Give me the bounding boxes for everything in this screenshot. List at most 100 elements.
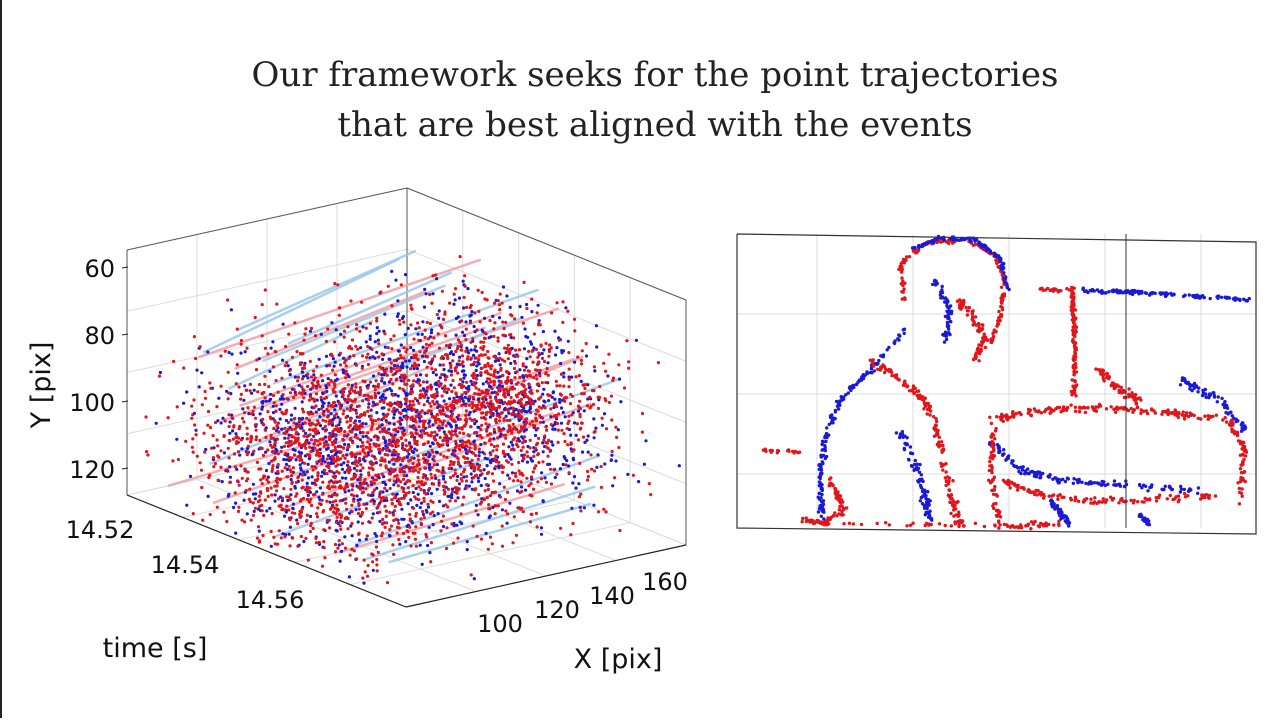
projection-point [939, 240, 943, 244]
negative-event-point [409, 356, 414, 360]
projection-point [917, 470, 922, 474]
negative-event-point [509, 335, 513, 340]
negative-event-point [229, 308, 233, 312]
positive-event-point [316, 506, 320, 510]
negative-event-point [448, 422, 452, 426]
projection-point [913, 245, 917, 250]
negative-event-point [250, 391, 254, 395]
negative-event-point [567, 464, 571, 468]
positive-event-point [463, 460, 468, 465]
negative-event-point [426, 396, 430, 400]
negative-event-point [524, 365, 528, 369]
negative-event-point [295, 518, 299, 522]
negative-event-point [234, 531, 238, 535]
negative-event-point [322, 409, 326, 413]
negative-event-point [267, 461, 271, 466]
projection-point [973, 238, 977, 242]
projection-point [840, 513, 844, 517]
negative-event-point [415, 503, 419, 507]
projection-point [900, 260, 904, 265]
positive-event-point [530, 297, 534, 301]
negative-event-point [343, 442, 347, 446]
negative-event-point [497, 464, 501, 468]
positive-event-point [447, 466, 451, 471]
positive-event-point [437, 428, 441, 432]
projection-point [964, 305, 968, 310]
negative-event-point [393, 363, 397, 368]
positive-event-point [243, 520, 247, 524]
negative-event-point [409, 346, 413, 350]
projection-point [827, 484, 831, 488]
negative-event-point [368, 337, 372, 341]
negative-event-point [455, 362, 459, 366]
negative-event-point [352, 466, 356, 470]
negative-event-point [333, 360, 337, 364]
projection-point [977, 242, 981, 247]
negative-event-point [576, 409, 581, 413]
positive-event-point [511, 406, 515, 410]
negative-event-point [388, 534, 392, 538]
negative-event-point [318, 424, 323, 428]
negative-event-point [450, 493, 454, 497]
negative-event-point [441, 408, 445, 413]
negative-event-point [406, 502, 410, 506]
negative-event-point [420, 562, 424, 566]
projection-point [899, 267, 904, 271]
negative-event-point [484, 397, 488, 402]
negative-event-point [435, 394, 439, 398]
negative-event-point [289, 493, 293, 497]
slide-title: Our framework seeks for the point trajec… [0, 50, 1280, 150]
negative-event-point [381, 395, 385, 399]
negative-event-point [338, 420, 342, 424]
negative-event-point [338, 559, 342, 563]
negative-event-point [388, 387, 392, 391]
negative-event-point [381, 393, 385, 397]
negative-event-point [617, 377, 622, 381]
negative-event-point [243, 350, 247, 354]
positive-event-point [293, 511, 297, 515]
negative-event-point [410, 387, 414, 391]
positive-event-point [498, 419, 502, 423]
negative-event-point [476, 425, 480, 429]
projection-point [971, 309, 975, 313]
negative-event-point [287, 532, 291, 536]
negative-event-point [454, 316, 458, 321]
negative-event-point [383, 381, 387, 385]
negative-event-point [561, 462, 565, 467]
projection-point [1001, 266, 1005, 270]
negative-event-point [549, 415, 553, 419]
projection-point [903, 434, 907, 438]
negative-event-point [182, 401, 186, 405]
negative-event-point [364, 340, 368, 344]
negative-event-point [479, 373, 483, 377]
negative-event-point [431, 370, 435, 375]
positive-event-point [411, 469, 415, 473]
projection-point [819, 468, 824, 472]
negative-event-point [391, 439, 395, 444]
negative-event-point [476, 513, 480, 517]
negative-event-point [546, 462, 550, 466]
negative-event-point [574, 486, 578, 490]
projection-point [821, 507, 826, 512]
negative-event-point [371, 400, 375, 404]
negative-event-point [403, 333, 407, 337]
projection-point [1214, 413, 1219, 417]
negative-event-point [284, 462, 289, 466]
negative-event-point [231, 429, 235, 433]
projection-point [904, 442, 908, 447]
positive-event-point [457, 359, 461, 363]
projection-point [894, 373, 899, 377]
negative-event-point [234, 432, 238, 436]
positive-event-point [480, 423, 484, 427]
negative-event-point [253, 497, 257, 501]
projection-point [951, 479, 955, 483]
negative-event-point [280, 397, 284, 401]
negative-event-point [507, 411, 511, 415]
positive-event-point [402, 474, 406, 478]
negative-event-point [392, 483, 396, 487]
negative-event-point [432, 514, 436, 518]
negative-event-point [491, 505, 495, 509]
projection-point [960, 521, 964, 525]
negative-event-point [537, 371, 542, 375]
